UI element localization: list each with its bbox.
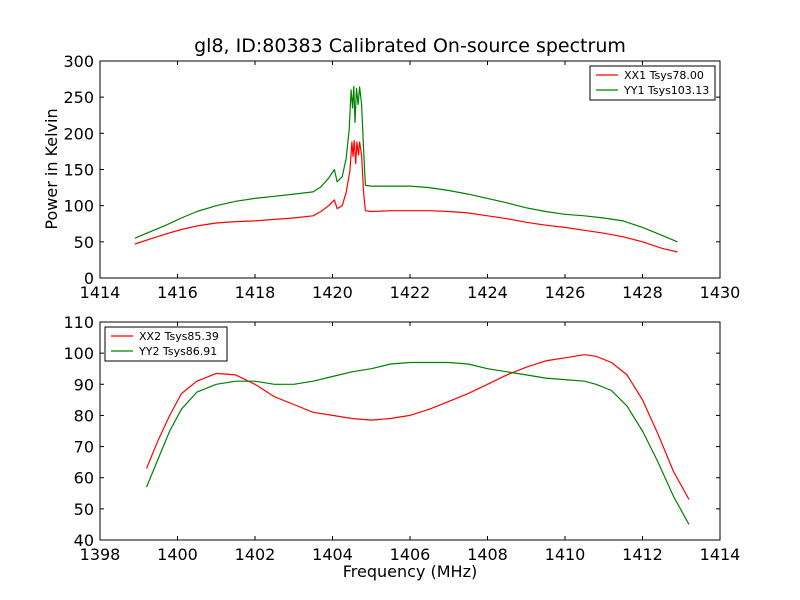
x-tick-label: 1418 [235, 283, 276, 302]
x-tick-label: 1430 [700, 283, 741, 302]
x-tick-label: 1406 [390, 545, 431, 564]
x-tick-label: 1410 [545, 545, 586, 564]
x-tick-label: 1422 [390, 283, 431, 302]
x-tick-label: 1412 [622, 545, 663, 564]
y-tick-label: 150 [63, 161, 94, 180]
top-spectrum-panel: 1414 1416 1418 1420 1422 1424 1426 1428 1430 0 50 1… [63, 52, 740, 302]
legend-box [589, 65, 716, 101]
legend-entry-label: YY2 Tsys86.91 [138, 345, 217, 358]
x-tick-label: 1426 [545, 283, 586, 302]
y-tick-label: 90 [74, 375, 94, 394]
y-tick-label: 100 [63, 344, 94, 363]
y-tick-label: 60 [74, 469, 94, 488]
series-line-top-1 [134, 85, 678, 243]
y-tick-label: 70 [74, 438, 94, 457]
legend-entry-label: YY1 Tsys103.13 [623, 84, 709, 97]
x-tick-label: 1416 [157, 283, 198, 302]
y-tick-label: 250 [63, 88, 94, 107]
bottom-spectrum-panel: 1398 1400 1402 1404 1406 1408 1410 1412 1414 40 50… [63, 313, 740, 564]
legend-entry-label: XX1 Tsys78.00 [624, 69, 704, 82]
x-tick-label: 1402 [235, 545, 276, 564]
bottom-x-axis-label: Frequency (MHz) [343, 562, 477, 581]
x-tick-label: 1424 [467, 283, 508, 302]
legend: XX1 Tsys78.00 YY1 Tsys103.13 [589, 65, 716, 101]
series-line-bottom-1 [145, 361, 690, 525]
x-tick-label: 1428 [622, 283, 663, 302]
x-tick-label: 1400 [157, 545, 198, 564]
x-tick-label: 1414 [700, 545, 741, 564]
series-line-bottom-0 [145, 354, 690, 500]
x-tick-label: 1408 [467, 545, 508, 564]
y-tick-label: 0 [84, 269, 94, 288]
chart-title: gl8, ID:80383 Calibrated On-source spect… [194, 35, 626, 57]
legend-entry-label: XX2 Tsys85.39 [139, 330, 219, 343]
top-y-axis-label: Power in Kelvin [42, 108, 61, 229]
y-tick-label: 80 [74, 406, 94, 425]
y-tick-label: 50 [74, 500, 94, 519]
x-tick-label: 1414 [80, 283, 121, 302]
x-tick-label: 1398 [80, 545, 121, 564]
y-tick-label: 40 [74, 531, 94, 550]
y-tick-label: 300 [63, 52, 94, 71]
y-tick-label: 50 [74, 233, 94, 252]
y-tick-label: 110 [63, 313, 94, 332]
series-line-top-0 [134, 140, 678, 253]
y-tick-label: 200 [63, 124, 94, 143]
y-tick-label: 100 [63, 197, 94, 216]
x-tick-label: 1420 [312, 283, 353, 302]
x-tick-label: 1404 [312, 545, 353, 564]
legend-box [104, 326, 228, 362]
legend: XX2 Tsys85.39 YY2 Tsys86.91 [104, 326, 228, 362]
